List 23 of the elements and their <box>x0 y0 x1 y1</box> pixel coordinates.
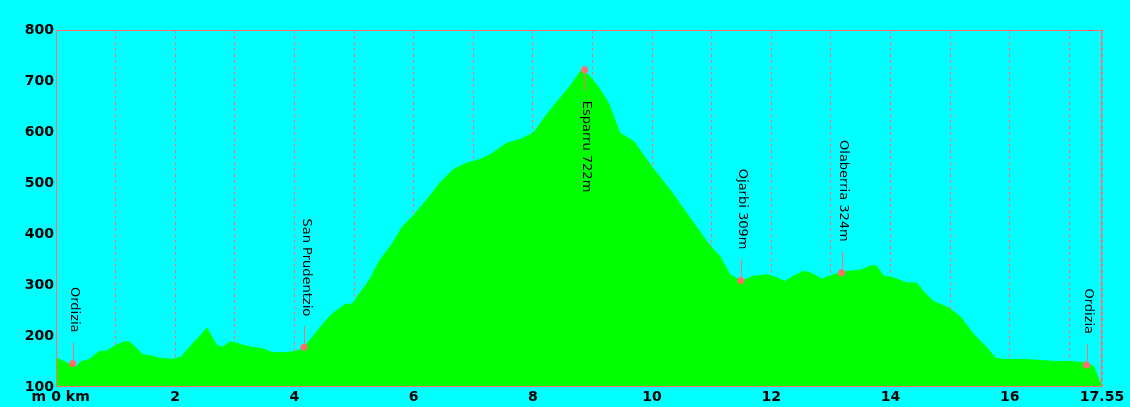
y-tick-label: 800 <box>24 20 55 37</box>
annotation: Olaberria 324m <box>837 140 853 242</box>
annotation: Esparru 722m <box>580 100 596 193</box>
annotation: San Prudentzio <box>299 218 315 317</box>
annotation: Ordizia <box>1082 288 1098 335</box>
y-tick-label: 200 <box>24 326 55 343</box>
x-tick-label: 10 <box>642 388 663 405</box>
y-tick-label: 400 <box>24 224 55 241</box>
x-tick-label: 8 <box>527 388 538 405</box>
x-tick-label: 6 <box>408 388 419 405</box>
x-tick-label: 16 <box>999 388 1020 405</box>
y-tick-label: 700 <box>24 71 55 88</box>
x-axis-title: km <box>65 388 90 405</box>
y-tick-label: 500 <box>24 173 55 190</box>
y-tick-label: 300 <box>24 275 55 292</box>
annotation: Ojarbi 309m <box>736 168 752 250</box>
x-tick-label: 4 <box>289 388 300 405</box>
x-tick-label: 14 <box>880 388 901 405</box>
x-tick-label: 12 <box>761 388 781 405</box>
x-tick-label: 17.55 <box>1079 388 1125 405</box>
y-tick-label: 600 <box>24 122 55 139</box>
annotation: Ordizia <box>68 286 84 333</box>
x-tick-label: 2 <box>170 388 181 405</box>
